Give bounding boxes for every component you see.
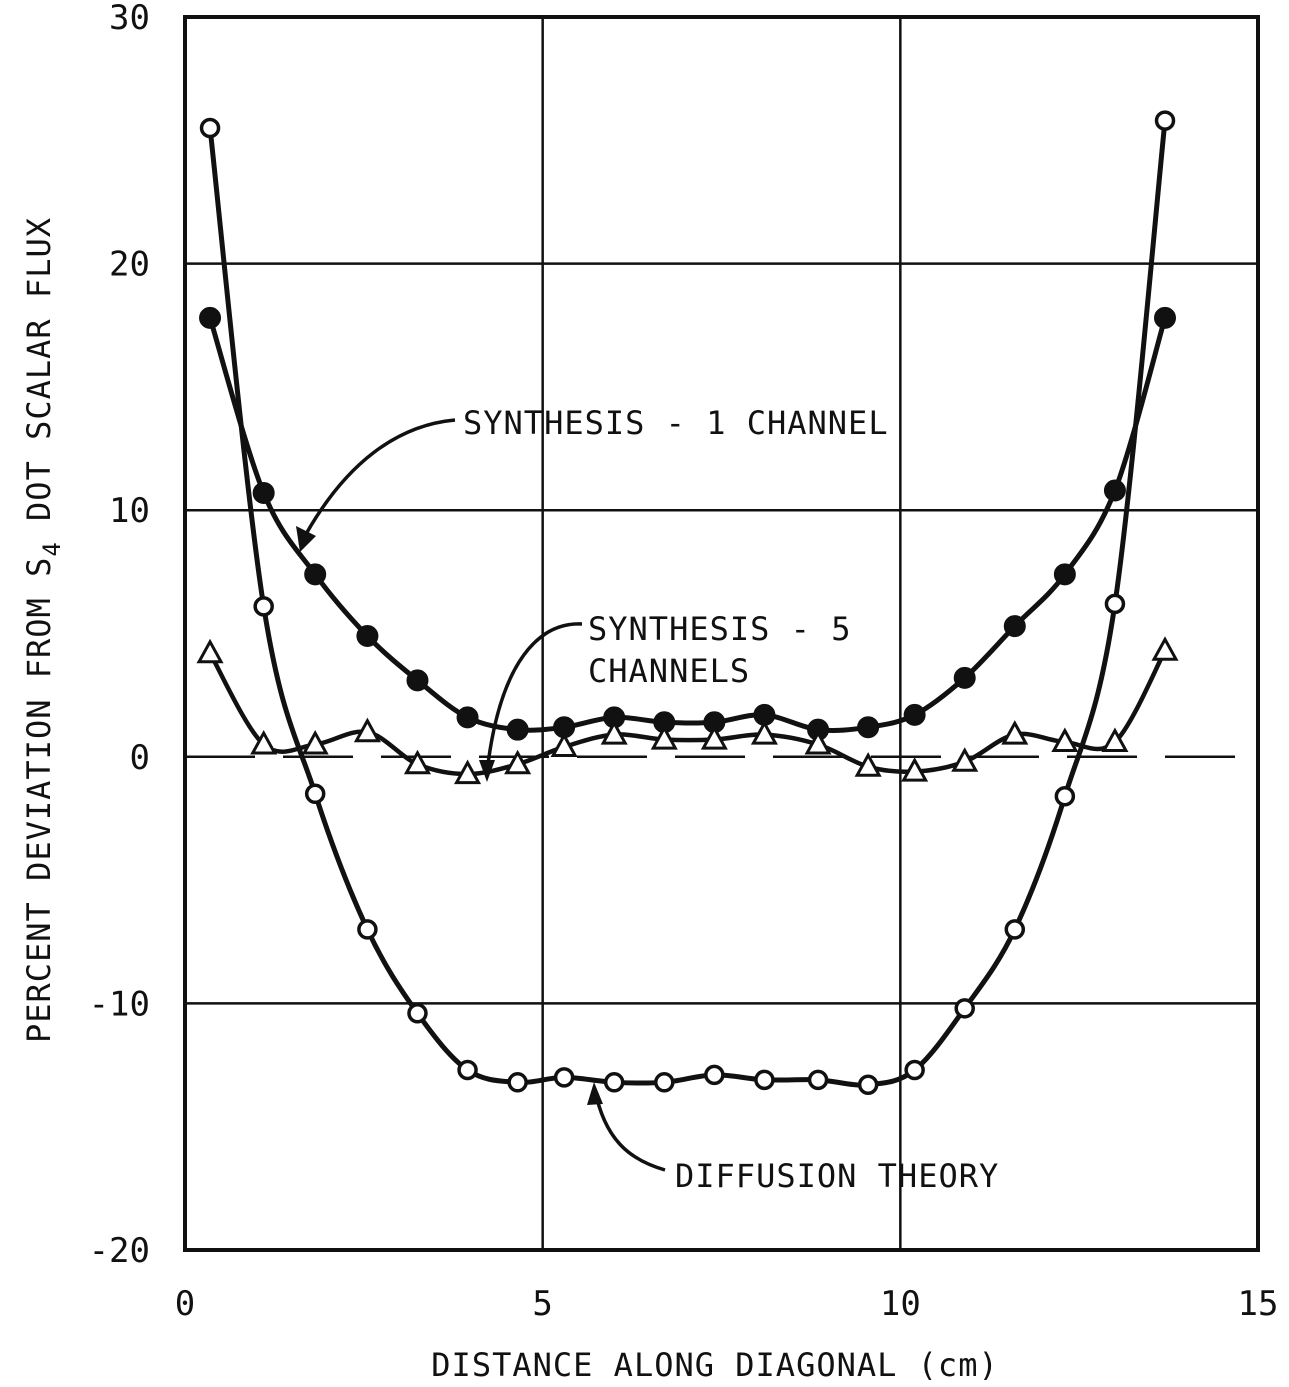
data-point xyxy=(1001,720,1029,745)
series-line xyxy=(207,118,1168,1088)
series-1 xyxy=(196,636,1179,785)
arrowhead-diffusion-theory xyxy=(587,1082,603,1105)
data-point xyxy=(304,563,327,586)
data-point xyxy=(407,1003,428,1024)
data-point xyxy=(406,669,429,692)
y-axis-label-part-1: PERCENT DEVIATION FROM S xyxy=(20,557,58,1043)
data-point xyxy=(454,759,482,785)
data-point xyxy=(904,1059,925,1081)
data-point xyxy=(253,596,274,617)
y-tick-label: 10 xyxy=(109,491,150,531)
y-tick-label: -10 xyxy=(89,984,150,1024)
data-point xyxy=(1053,563,1076,586)
data-point xyxy=(901,757,929,782)
data-point xyxy=(403,749,432,775)
y-tick-label: 0 xyxy=(130,738,150,778)
y-axis-label-part-2: DOT SCALAR FLUX xyxy=(20,217,58,541)
data-point xyxy=(357,919,378,940)
series-line xyxy=(207,315,1168,734)
data-point xyxy=(650,725,678,750)
data-point xyxy=(199,117,221,139)
plot-frame xyxy=(183,15,1260,1252)
data-point xyxy=(700,725,728,750)
data-point xyxy=(857,1074,879,1096)
data-point xyxy=(1103,479,1126,502)
data-point xyxy=(301,729,329,755)
data-point xyxy=(804,729,832,755)
data-point xyxy=(1154,110,1176,131)
data-point xyxy=(903,703,926,726)
x-tick-label: 0 xyxy=(175,1284,195,1324)
data-point xyxy=(750,720,778,745)
data-point xyxy=(953,666,976,689)
x-tick-label: 15 xyxy=(1238,1284,1279,1324)
data-point xyxy=(304,783,326,805)
series-layer xyxy=(196,110,1179,1096)
x-tick-labels: 0 5 10 15 xyxy=(175,1284,1279,1324)
annotation-synthesis-5-channels-line2: CHANNELS xyxy=(588,652,750,690)
data-point xyxy=(1051,727,1079,753)
data-point xyxy=(704,1064,725,1086)
data-point xyxy=(1154,306,1177,329)
x-axis-label: DISTANCE ALONG DIAGONAL (cm) xyxy=(431,1346,998,1384)
data-point xyxy=(1004,919,1026,940)
y-tick-label: -20 xyxy=(89,1231,150,1271)
y-tick-label: 20 xyxy=(109,245,150,285)
data-point xyxy=(250,729,278,755)
data-point xyxy=(1151,636,1179,661)
x-tick-label: 5 xyxy=(532,1284,552,1324)
data-point xyxy=(196,638,224,664)
data-point xyxy=(654,1072,675,1093)
data-point xyxy=(507,1072,528,1093)
series-2 xyxy=(199,110,1176,1096)
data-point xyxy=(504,749,532,775)
data-point xyxy=(951,747,979,772)
data-point xyxy=(252,481,275,504)
data-point xyxy=(457,1059,478,1081)
data-point xyxy=(854,752,882,777)
data-point xyxy=(1101,727,1129,753)
data-point xyxy=(1104,593,1126,615)
data-point xyxy=(550,732,578,757)
data-point xyxy=(600,720,628,745)
annotation-synthesis-5-channels-line1: SYNTHESIS - 5 xyxy=(588,610,851,648)
arrow-synthesis-1-channel xyxy=(298,418,456,546)
data-point xyxy=(954,998,975,1019)
series-0 xyxy=(199,306,1177,741)
x-tick-label: 10 xyxy=(880,1284,921,1324)
y-tick-labels: 30 20 10 0 -10 -20 xyxy=(89,0,150,1271)
annotation-synthesis-1-channel: SYNTHESIS - 1 CHANNEL xyxy=(463,404,889,442)
annotation-diffusion-theory: DIFFUSION THEORY xyxy=(675,1157,999,1195)
data-point xyxy=(603,1072,625,1093)
data-point xyxy=(353,717,381,743)
data-point xyxy=(506,718,529,741)
data-point xyxy=(1054,786,1076,807)
data-point xyxy=(199,306,222,329)
y-axis-label-subscript: 4 xyxy=(38,541,66,556)
y-tick-label: 30 xyxy=(109,0,150,38)
arrow-diffusion-theory xyxy=(593,1089,666,1172)
data-point xyxy=(857,716,880,739)
data-point xyxy=(456,706,479,729)
data-point xyxy=(754,1069,775,1091)
data-point xyxy=(553,1067,575,1088)
arrowhead-synthesis-5-channels xyxy=(479,760,495,782)
arrow-synthesis-5-channels xyxy=(485,622,583,773)
arrowhead-synthesis-1-channel xyxy=(296,526,316,552)
y-axis-label: PERCENT DEVIATION FROM S4 DOT SCALAR FLU… xyxy=(20,217,66,1043)
data-point xyxy=(1003,615,1026,638)
data-point xyxy=(356,624,379,647)
data-point xyxy=(807,1069,829,1091)
